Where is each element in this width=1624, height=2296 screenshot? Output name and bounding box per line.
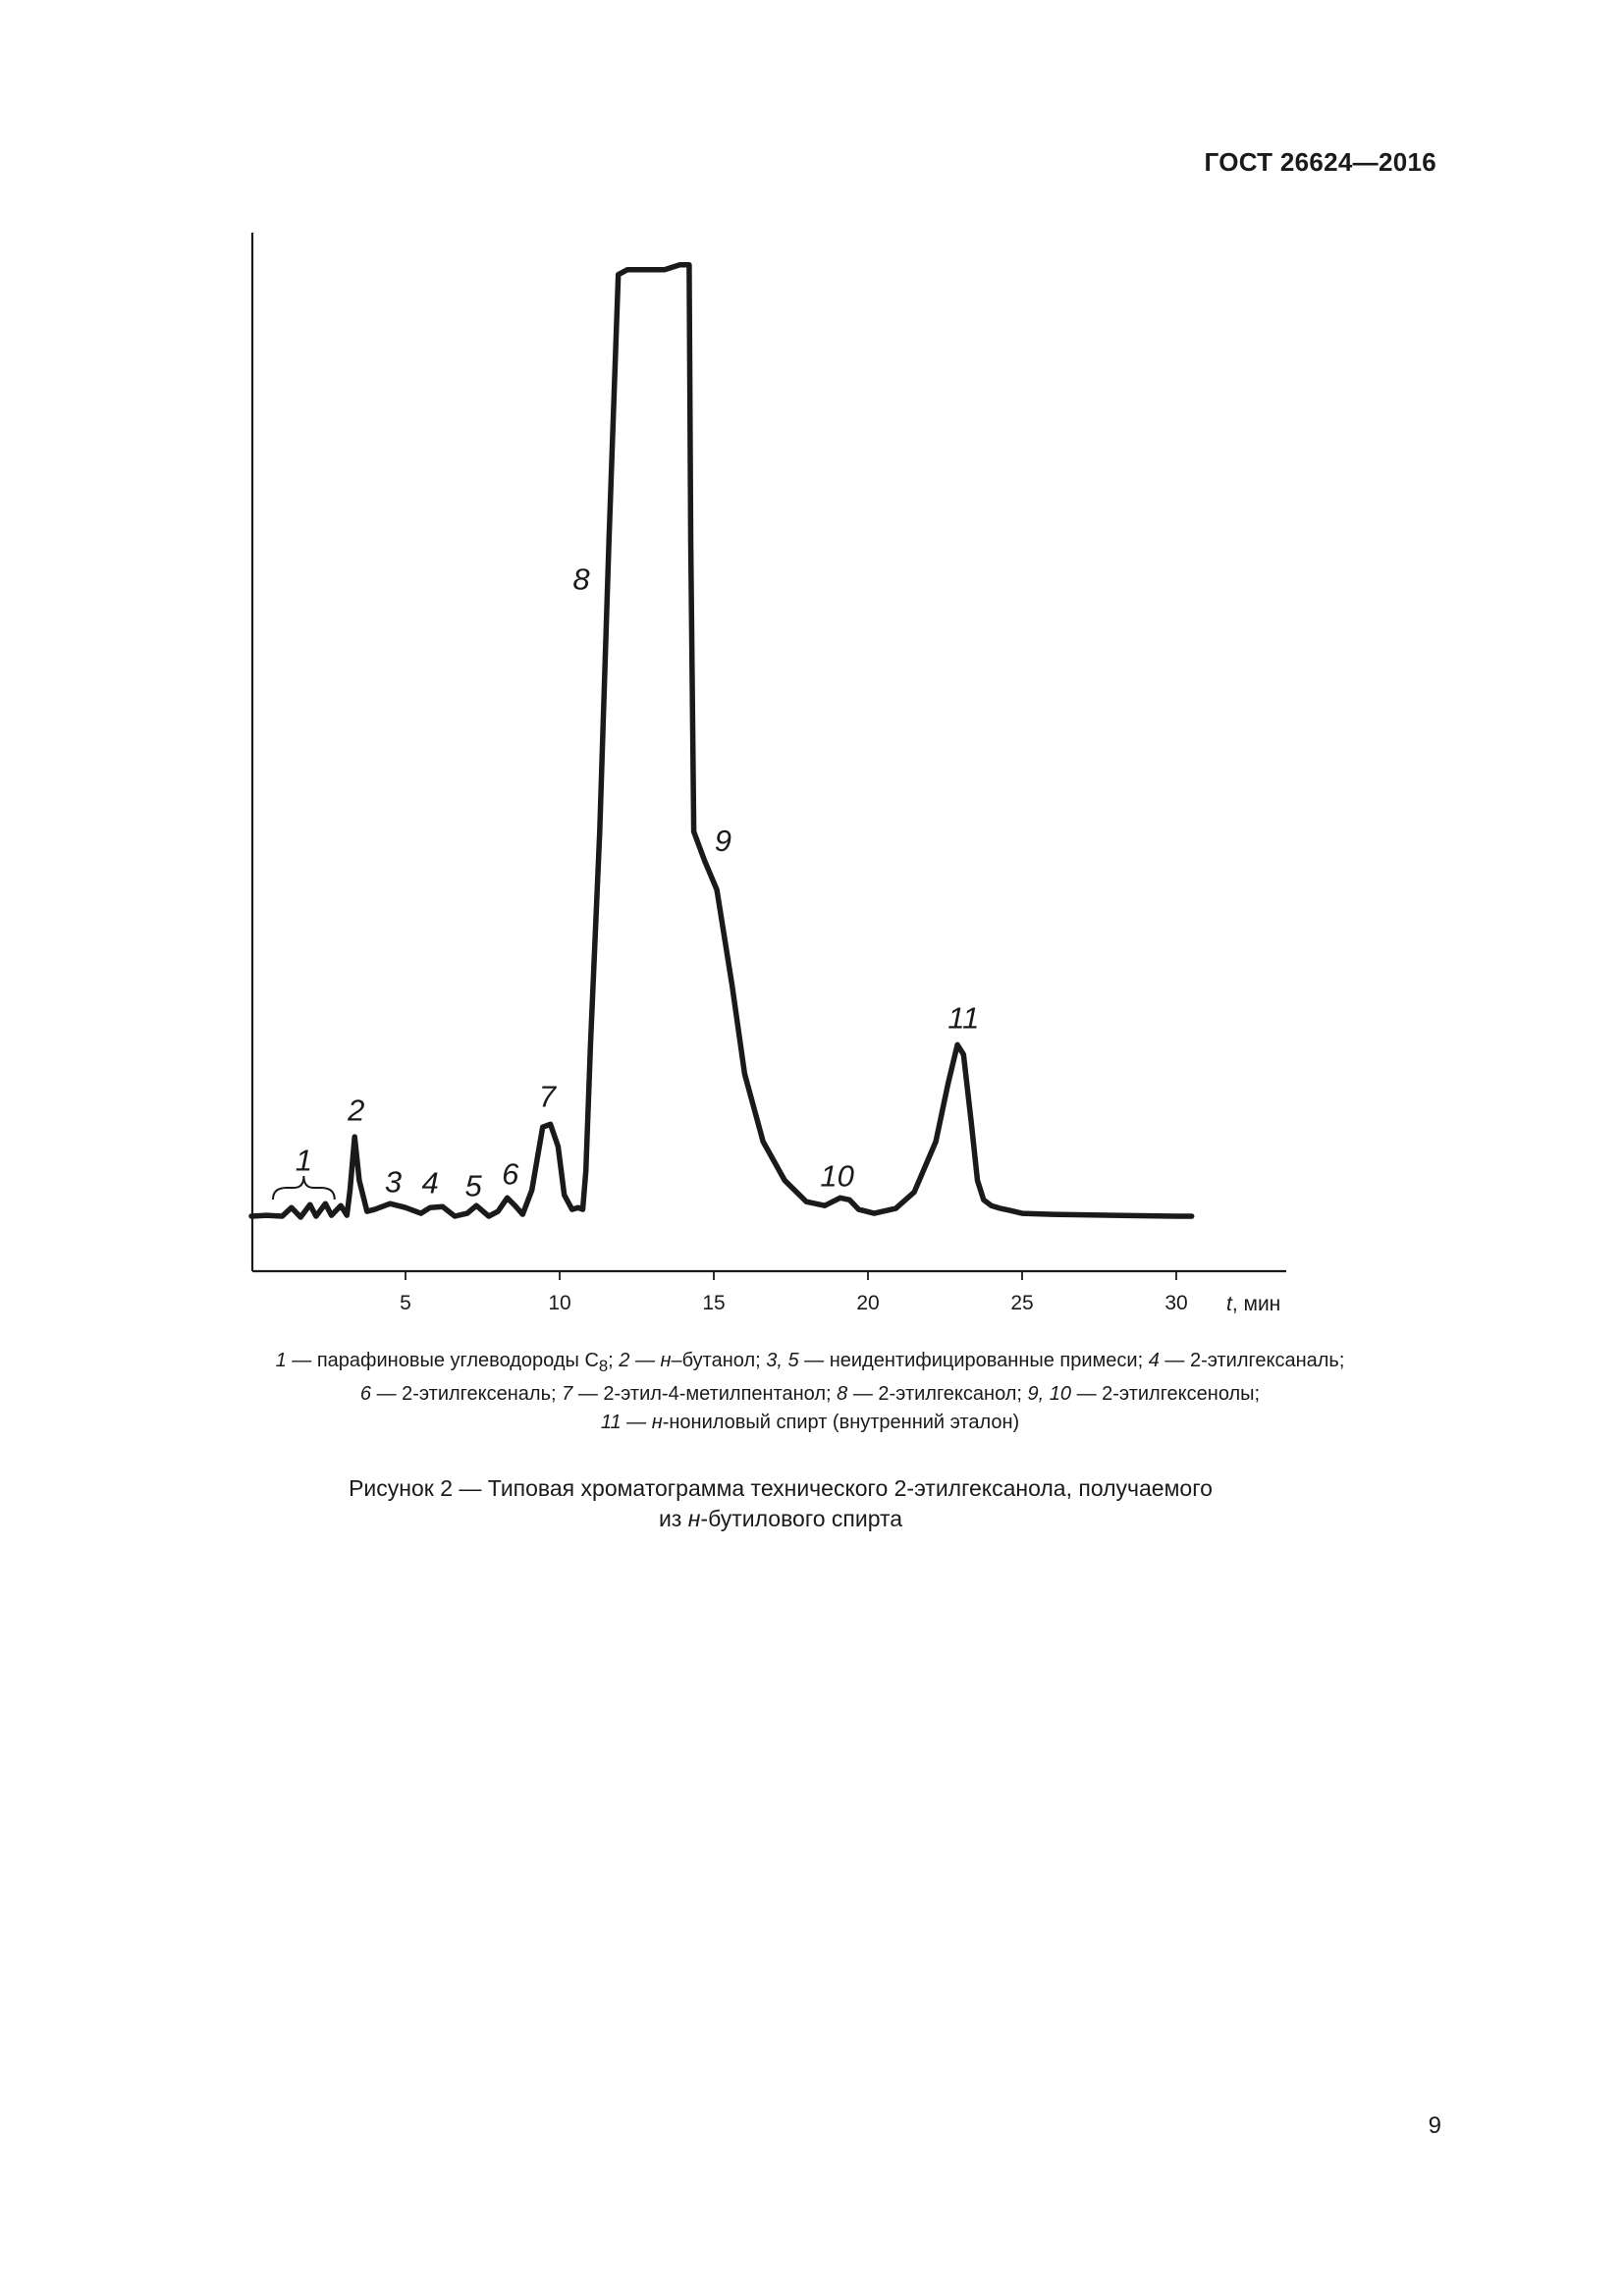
- peak-label-9: 9: [715, 824, 731, 858]
- x-tick-label: 20: [856, 1292, 879, 1314]
- legend-text: — неидентифицированные примеси;: [798, 1350, 1149, 1371]
- legend-text: ;: [608, 1350, 620, 1371]
- legend-number: 8: [837, 1383, 848, 1405]
- x-tick-label: 10: [548, 1292, 570, 1314]
- caption-line-2: из н-бутилового спирта: [147, 1504, 1414, 1534]
- peak-label-4: 4: [421, 1165, 438, 1200]
- legend-line-3: 11 — н-нониловый спирт (внутренний этало…: [147, 1409, 1473, 1437]
- x-axis-unit: t, мин: [1226, 1293, 1280, 1315]
- x-tick-label: 15: [702, 1292, 725, 1314]
- legend-number: 6: [359, 1383, 372, 1405]
- legend-line-2: 6 — 2-этилгексеналь; 7 — 2-этил-4-метилп…: [147, 1380, 1473, 1409]
- legend-text: — 2-этилгексанол;: [847, 1383, 1028, 1405]
- legend-number: 4: [1148, 1350, 1160, 1371]
- legend-number: 9, 10: [1027, 1383, 1072, 1405]
- legend-text: — парафиновые углеводороды С: [286, 1350, 599, 1371]
- x-axis-unit-text: , мин: [1232, 1293, 1280, 1315]
- caption-line-1: Рисунок 2 — Типовая хроматограмма технич…: [349, 1475, 1213, 1501]
- page-number: 9: [1428, 2112, 1441, 2139]
- legend-text: — 2-этилгексаналь;: [1159, 1350, 1345, 1371]
- figure-legend: 1 — парафиновые углеводороды С8; 2 — н–б…: [147, 1347, 1473, 1437]
- peak-label-10: 10: [820, 1158, 853, 1193]
- document-code: ГОСТ 26624—2016: [1204, 147, 1436, 177]
- legend-text: —: [621, 1412, 652, 1433]
- caption-text: из: [658, 1506, 688, 1531]
- x-axis-unit-symbol: t: [1226, 1293, 1233, 1315]
- x-tick-label: 5: [400, 1292, 411, 1314]
- legend-text: –бутанол;: [671, 1350, 767, 1371]
- x-ticks: 5 10 15 20 25 30: [400, 1271, 1188, 1314]
- legend-number: 7: [562, 1383, 573, 1405]
- peak-label-3: 3: [385, 1164, 402, 1199]
- legend-number: 3, 5: [766, 1350, 799, 1371]
- legend-number: 1: [275, 1350, 287, 1371]
- peak-label-6: 6: [502, 1156, 519, 1191]
- legend-line-1: 1 — парафиновые углеводороды С8; 2 — н–б…: [147, 1347, 1473, 1380]
- legend-subscript: 8: [598, 1357, 609, 1375]
- caption-text: -бутилового спирта: [700, 1506, 903, 1531]
- peak-label-8: 8: [572, 561, 590, 596]
- peak-label-5: 5: [464, 1168, 482, 1202]
- peak-label-1: 1: [296, 1144, 312, 1178]
- peak-label-2: 2: [347, 1093, 364, 1127]
- caption-italic: н: [687, 1506, 701, 1531]
- legend-text: -нониловый спирт (внутренний эталон): [662, 1412, 1020, 1433]
- legend-italic: н: [651, 1412, 663, 1433]
- legend-text: — 2-этилгексеналь;: [371, 1383, 563, 1405]
- peak-label-11: 11: [947, 1001, 979, 1036]
- figure-caption: Рисунок 2 — Типовая хроматограмма технич…: [147, 1473, 1414, 1534]
- chromatogram-trace: [248, 262, 1195, 1220]
- peak-labels: 1 2 3 4 5 6 7 8 9 10 11: [296, 561, 980, 1202]
- peak-group-brace: [271, 1175, 336, 1201]
- legend-number: 2 — н: [619, 1350, 672, 1371]
- x-tick-label: 25: [1010, 1292, 1033, 1314]
- legend-text: — 2-этилгексенолы;: [1071, 1383, 1261, 1405]
- x-tick-label: 30: [1164, 1292, 1187, 1314]
- legend-number: 11: [600, 1412, 622, 1433]
- peak-label-7: 7: [539, 1080, 558, 1114]
- legend-text: — 2-этил-4-метилпентанол;: [572, 1383, 838, 1405]
